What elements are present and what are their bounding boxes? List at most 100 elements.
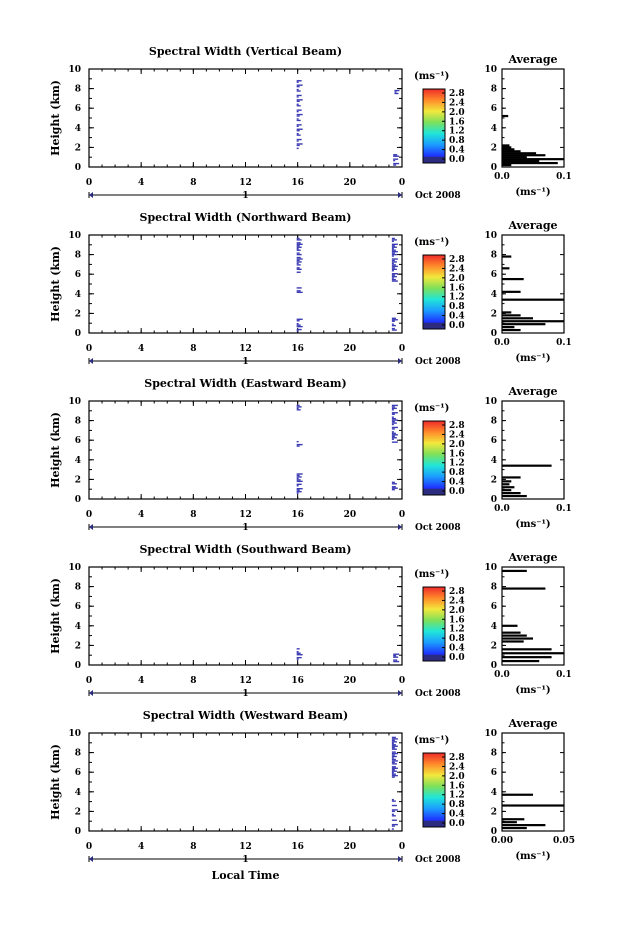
- average-title: Average: [507, 717, 557, 730]
- data-cell: [391, 417, 396, 420]
- average-y-tick-label: 10: [484, 563, 497, 573]
- average-x-label: (ms⁻¹): [515, 187, 550, 198]
- data-cell: [296, 99, 303, 101]
- colorbar-tick-label: 1.2: [449, 293, 465, 303]
- average-y-tick-label: 8: [491, 583, 497, 593]
- data-cell: [391, 250, 398, 253]
- average-profile-bar: [502, 818, 525, 821]
- data-cell: [394, 91, 397, 93]
- y-tick-label: 10: [68, 65, 81, 75]
- x-tick-label: 0: [86, 676, 92, 686]
- average-profile-bar: [502, 278, 524, 281]
- data-cell: [391, 422, 397, 424]
- average-panel: Average 0 2 4 6 8 10 0.0 0.1 (ms⁻¹): [484, 53, 571, 198]
- average-y-tick-label: 2: [491, 143, 497, 153]
- data-column: [296, 404, 302, 411]
- y-axis-label: Height (km): [49, 578, 62, 654]
- data-cell: [296, 84, 303, 86]
- x-tick-label: 20: [344, 178, 357, 188]
- data-cell: [296, 258, 303, 260]
- average-y-tick-label: 6: [491, 768, 497, 778]
- colorbar-tick-label: 0.0: [449, 653, 465, 663]
- data-cell: [296, 105, 301, 107]
- data-column: [391, 481, 398, 491]
- colorbar-tick-label: 0.8: [449, 634, 465, 644]
- average-title: Average: [507, 551, 557, 564]
- data-cell: [296, 80, 302, 82]
- date-axis-arrow: [398, 358, 402, 364]
- y-tick-label: 2: [75, 641, 81, 651]
- data-cell: [391, 761, 395, 764]
- y-tick-label: 0: [75, 661, 81, 671]
- x-axis-label: Local Time: [212, 869, 280, 882]
- data-cell: [391, 262, 394, 265]
- data-cell: [391, 412, 398, 414]
- data-column: [296, 80, 303, 150]
- average-profile-bar: [502, 160, 540, 163]
- x-tick-label: 0: [86, 178, 92, 188]
- average-y-tick-label: 4: [491, 124, 497, 134]
- data-cell: [296, 81, 299, 83]
- data-cell: [296, 113, 303, 116]
- x-tick-label: 0: [86, 510, 92, 520]
- average-profile-bar: [502, 114, 509, 118]
- average-x-label: (ms⁻¹): [515, 685, 550, 696]
- data-cell: [296, 287, 302, 289]
- average-profile-bar: [502, 494, 527, 498]
- y-axis-label: Height (km): [49, 246, 62, 322]
- average-profile-bar: [502, 492, 521, 495]
- data-cell: [391, 438, 394, 440]
- data-cell: [296, 252, 300, 254]
- panel-title: Spectral Width (Northward Beam): [140, 211, 352, 224]
- data-cell: [391, 823, 398, 826]
- x-tick-label: 8: [190, 842, 196, 852]
- average-y-tick-label: 4: [491, 622, 497, 632]
- average-profile-bar: [502, 152, 537, 155]
- data-cell: [391, 481, 395, 484]
- data-cell: [391, 748, 397, 750]
- data-cell: [391, 441, 398, 443]
- average-profile-bar: [502, 156, 527, 159]
- average-x-tick-label: 0.0: [494, 670, 510, 680]
- colorbar: [422, 420, 446, 496]
- data-cell: [391, 278, 396, 281]
- average-profile-bar: [502, 163, 512, 167]
- x-tick-label: 4: [138, 842, 144, 852]
- average-y-tick-label: 2: [491, 309, 497, 319]
- data-cell: [393, 159, 396, 162]
- data-column: [393, 653, 400, 663]
- data-cell: [391, 252, 395, 254]
- colorbar-tick-label: 2.8: [449, 421, 465, 431]
- data-cell: [391, 270, 394, 272]
- average-y-tick-label: 0: [491, 329, 497, 339]
- data-cell: [391, 736, 396, 739]
- data-cell: [296, 322, 299, 325]
- data-cell: [391, 253, 397, 256]
- data-cell: [296, 124, 302, 126]
- data-cell: [393, 654, 397, 657]
- x-tick-label: 8: [190, 510, 196, 520]
- average-x-label: (ms⁻¹): [515, 519, 550, 530]
- y-tick-label: 6: [75, 768, 81, 778]
- data-cell: [296, 652, 301, 654]
- x-tick-label: 8: [190, 344, 196, 354]
- data-cell: [296, 443, 303, 446]
- colorbar-tick-label: 0.0: [449, 487, 465, 497]
- data-cell: [391, 264, 396, 266]
- average-y-tick-label: 6: [491, 436, 497, 446]
- data-cell: [296, 268, 302, 270]
- x-tick-label: 20: [344, 510, 357, 520]
- x-tick-label: 4: [138, 510, 144, 520]
- x-tick-label: 4: [138, 178, 144, 188]
- data-cell: [296, 245, 300, 247]
- y-tick-label: 6: [75, 602, 81, 612]
- data-cell: [296, 409, 301, 411]
- data-cell: [391, 327, 395, 330]
- data-cell: [391, 320, 395, 322]
- average-y-tick-label: 6: [491, 270, 497, 280]
- data-cell: [391, 323, 394, 325]
- average-y-tick-label: 6: [491, 602, 497, 612]
- data-cell: [393, 653, 400, 655]
- panel-title: Spectral Width (Vertical Beam): [149, 45, 342, 58]
- data-cell: [391, 798, 394, 801]
